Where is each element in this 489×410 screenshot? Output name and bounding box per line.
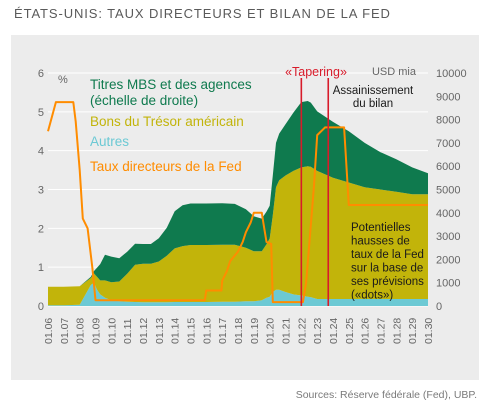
legend-label-rate: Taux directeurs de la Fed <box>90 159 242 174</box>
x-tick-label: 01.26 <box>360 318 372 344</box>
projection-label: hausses de <box>351 236 410 248</box>
projection-label: taux de la Fed <box>351 249 424 261</box>
rate-line <box>47 101 428 304</box>
x-tick-label: 01.10 <box>106 318 118 344</box>
legend: Titres MBS et des agences(échelle de dro… <box>90 77 252 174</box>
y-right-tick-label: 2000 <box>436 254 460 266</box>
y-left-tick-label: 5 <box>38 107 44 119</box>
x-tick-label: 01.27 <box>376 318 388 344</box>
tapering-label: «Tapering» <box>285 65 347 79</box>
y-left-tick-label: 0 <box>38 301 44 313</box>
runoff-label: du bilan <box>353 98 393 110</box>
x-tick-label: 01.12 <box>138 318 150 344</box>
projection-label: sur la base de <box>351 263 423 275</box>
y-left-tick-label: 2 <box>38 223 44 235</box>
x-tick-label: 01.21 <box>281 318 293 344</box>
x-tick-label: 01.09 <box>91 318 103 344</box>
x-tick-label: 01.08 <box>75 318 87 344</box>
x-tick-label: 01.28 <box>391 318 403 344</box>
y-right-tick-label: 5000 <box>436 185 460 197</box>
y-right-tick-label: 0 <box>436 301 442 313</box>
area-treasury <box>48 166 428 306</box>
runoff-label: Assainissement <box>333 85 414 97</box>
y-right-tick-label: 4000 <box>436 208 460 220</box>
x-tick-label: 01.23 <box>312 318 324 344</box>
projection-label: («dots») <box>351 290 393 302</box>
projection-label: ses prévisions <box>351 276 424 288</box>
y-right-tick-label: 8000 <box>436 115 460 127</box>
x-tick-label: 01.07 <box>59 318 71 344</box>
y-left-tick-label: 6 <box>38 68 44 80</box>
x-tick-label: 01.11 <box>122 318 134 344</box>
stacked-areas <box>48 101 428 306</box>
x-tick-label: 01.15 <box>186 318 198 344</box>
x-tick-label: 01.13 <box>154 318 166 344</box>
x-tick-label: 01.16 <box>201 318 213 344</box>
tapering-lines <box>300 78 330 306</box>
y-right-unit: USD mia <box>372 66 417 78</box>
x-tick-label: 01.18 <box>233 318 245 344</box>
area-mbs <box>48 101 428 287</box>
x-tick-label: 01.14 <box>170 318 182 344</box>
y-left-unit: % <box>58 74 68 86</box>
legend-label-mbs: Titres MBS et des agences <box>90 77 252 92</box>
rate-layer <box>47 101 428 304</box>
x-tick-label: 01.30 <box>423 318 435 344</box>
y-left-tick-label: 1 <box>38 262 44 274</box>
legend-label-other: Autres <box>90 134 129 149</box>
area-other <box>48 282 428 306</box>
x-tick-label: 01.24 <box>328 318 340 344</box>
legend-label-treasury: Bons du Trésor américain <box>90 114 244 129</box>
y-right-tick-label: 1000 <box>436 278 460 290</box>
x-tick-label: 01.29 <box>407 318 419 344</box>
projection-label: Potentielles <box>351 222 411 234</box>
y-left-tick-label: 3 <box>38 185 44 197</box>
chart-title: ÉTATS-UNIS: TAUX DIRECTEURS ET BILAN DE … <box>14 6 391 21</box>
legend-label-mbs: (échelle de droite) <box>90 93 198 108</box>
x-tick-label: 01.25 <box>344 318 356 344</box>
x-tick-label: 01.20 <box>265 318 277 344</box>
x-tick-label: 01.06 <box>43 318 55 344</box>
axis-labels: 0 1 2 3 4 5 6 % 0 1000 2000 3000 4000 5000 6000 7000 800… <box>38 66 467 344</box>
y-right-tick-label: 7000 <box>436 138 460 150</box>
y-left-tick-label: 4 <box>38 146 44 158</box>
y-right-tick-label: 10000 <box>436 68 467 80</box>
x-tick-label: 01.17 <box>217 318 229 344</box>
y-right-tick-label: 3000 <box>436 231 460 243</box>
x-tick-label: 01.19 <box>249 318 261 344</box>
y-right-tick-label: 6000 <box>436 161 460 173</box>
x-tick-label: 01.22 <box>296 318 308 344</box>
y-right-tick-label: 9000 <box>436 91 460 103</box>
source-note: Sources: Réserve fédérale (Fed), UBP. <box>295 389 477 401</box>
